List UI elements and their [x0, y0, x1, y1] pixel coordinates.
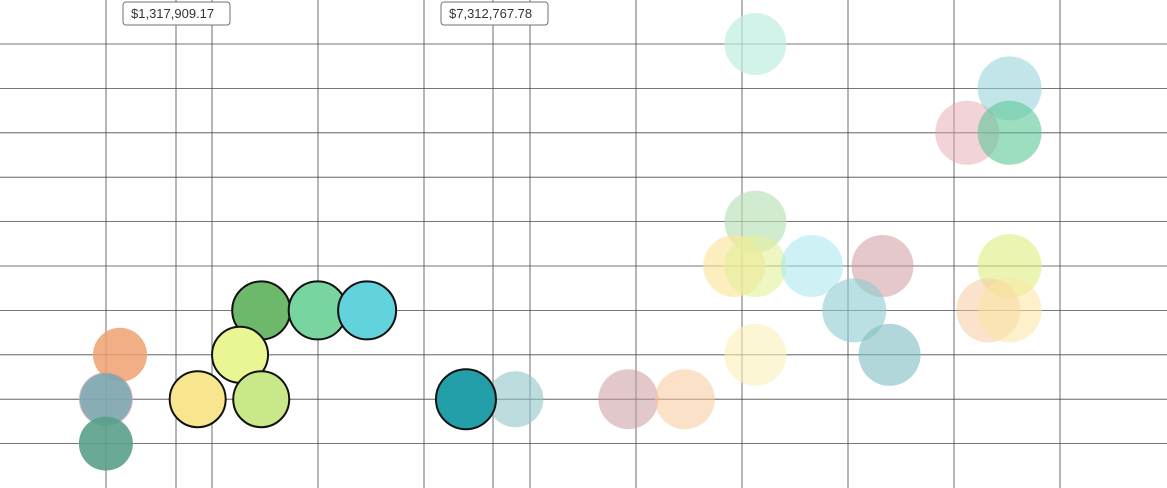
data-point[interactable] — [859, 324, 921, 386]
reference-labels: $1,317,909.17 $7,312,767.78 — [123, 2, 548, 25]
reference-label-text: $1,317,909.17 — [131, 6, 214, 21]
data-point[interactable] — [724, 13, 786, 75]
data-points — [79, 12, 1167, 471]
data-point-highlighted[interactable] — [170, 371, 226, 427]
data-point[interactable] — [724, 235, 786, 297]
reference-label: $7,312,767.78 — [441, 2, 548, 25]
data-point[interactable] — [655, 369, 715, 429]
reference-label-text: $7,312,767.78 — [449, 6, 532, 21]
data-point-highlighted[interactable] — [436, 369, 496, 429]
data-point[interactable] — [978, 278, 1042, 342]
data-point-highlighted[interactable] — [338, 281, 396, 339]
data-point-highlighted[interactable] — [233, 371, 289, 427]
data-point[interactable] — [724, 324, 786, 386]
reference-label: $1,317,909.17 — [123, 2, 230, 25]
data-point[interactable] — [79, 417, 133, 471]
data-point[interactable] — [978, 101, 1042, 165]
data-point[interactable] — [598, 369, 658, 429]
